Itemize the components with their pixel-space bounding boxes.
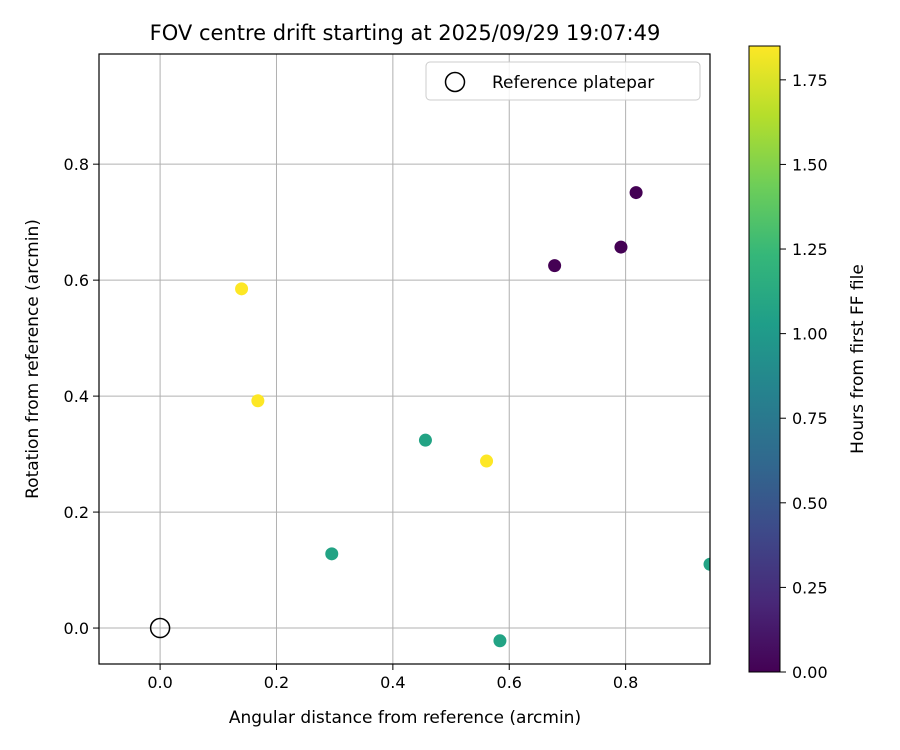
colorbar-tick-label: 1.25 (792, 240, 828, 259)
colorbar-tick-label: 0.50 (792, 494, 828, 513)
x-axis-label: Angular distance from reference (arcmin) (229, 708, 581, 728)
y-tick-label: 0.4 (64, 387, 89, 406)
x-axis-ticks: 0.0 0.2 0.4 0.6 0.8 (147, 664, 638, 692)
data-point (480, 454, 494, 468)
x-tick-label: 0.0 (147, 673, 172, 692)
reference-platepar-marker (149, 617, 171, 639)
x-tick-label: 0.2 (264, 673, 289, 692)
data-points (235, 186, 710, 648)
x-tick-label: 0.8 (613, 673, 638, 692)
colorbar: 0.00 0.25 0.50 0.75 1.00 1.25 1.50 1.75 Hours f… (748, 45, 868, 682)
colorbar-tick-label: 1.00 (792, 325, 828, 344)
y-axis-ticks: 0.0 0.2 0.4 0.6 0.8 (64, 155, 99, 638)
x-tick-label: 0.6 (497, 673, 522, 692)
colorbar-tick-label: 1.50 (792, 155, 828, 174)
legend-marker (444, 71, 466, 93)
data-point (325, 547, 339, 561)
legend-box (425, 61, 701, 101)
colorbar-gradient (748, 45, 781, 673)
y-tick-label: 0.2 (64, 503, 89, 522)
data-point (493, 634, 507, 648)
legend-label: Reference platepar (492, 73, 654, 93)
y-axis-label: Rotation from reference (arcmin) (23, 219, 43, 499)
colorbar-label: Hours from first FF file (848, 264, 868, 454)
data-point (614, 240, 628, 254)
data-point (251, 394, 265, 408)
colorbar-ticks: 0.00 0.25 0.50 0.75 1.00 1.25 1.50 1.75 (780, 71, 828, 682)
data-point (703, 557, 710, 571)
y-tick-label: 0.0 (64, 619, 89, 638)
colorbar-tick-label: 0.75 (792, 409, 828, 428)
data-point (235, 282, 249, 296)
grid-lines (99, 54, 710, 664)
data-point (418, 433, 432, 447)
legend: Reference platepar (425, 61, 701, 101)
y-tick-label: 0.8 (64, 155, 89, 174)
colorbar-tick-label: 0.00 (792, 663, 828, 682)
x-tick-label: 0.4 (380, 673, 405, 692)
plot-frame (98, 53, 711, 665)
y-tick-label: 0.6 (64, 271, 89, 290)
colorbar-tick-label: 0.25 (792, 578, 828, 597)
data-point (629, 186, 643, 200)
colorbar-tick-label: 1.75 (792, 71, 828, 90)
chart-title: FOV centre drift starting at 2025/09/29 … (150, 21, 661, 45)
data-point (548, 259, 562, 273)
